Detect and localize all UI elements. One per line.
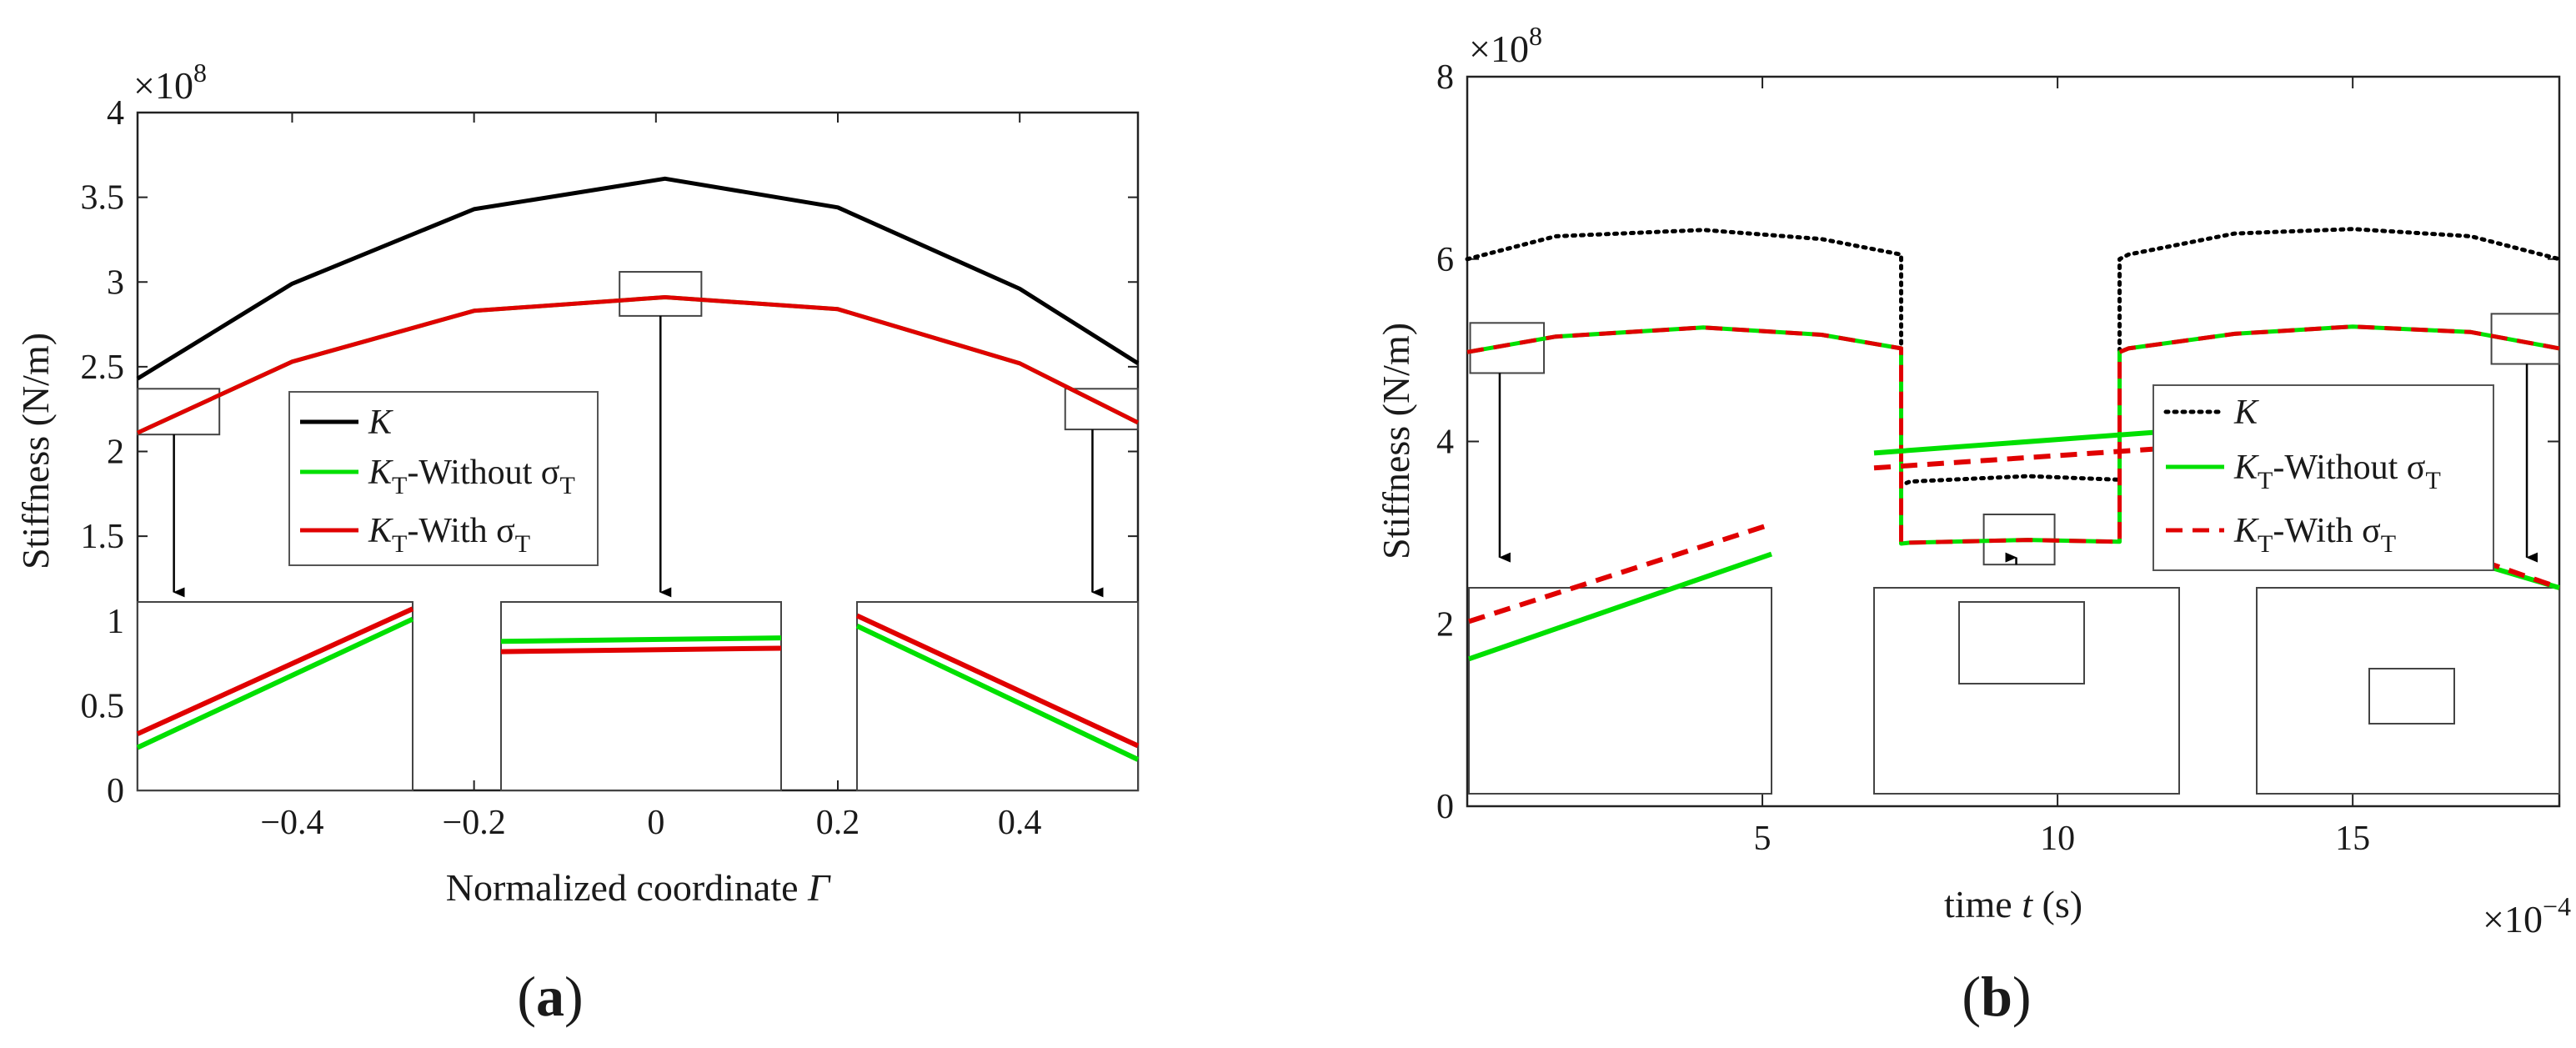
- panel-b-zoom-boxes: [1469, 313, 2561, 566]
- panel-a-x-ticks: −0.4 −0.2 0 0.2 0.4: [260, 113, 1041, 842]
- inset-line: [1873, 444, 2180, 471]
- panel-b-legend-kt-with: KT-With σT: [2233, 512, 2396, 558]
- panel-a-series: [136, 176, 1140, 435]
- inset-line: [500, 645, 782, 654]
- series-line: [136, 176, 1140, 381]
- zoom-box: [1064, 388, 1140, 431]
- panel-a-y-exponent: ×108: [133, 58, 207, 107]
- panel-a-legend: K KT-Without σT KT-With σT: [288, 391, 599, 566]
- panel-b: 0 2 4 6 8 5 10 15 ×108 ×10−4 Stiffness (N/m) t…: [1375, 21, 2571, 1028]
- inset-line: [1468, 551, 1772, 662]
- x-tick-label: 0: [647, 804, 664, 842]
- x-tick-label: 0.2: [816, 804, 860, 842]
- panel-a: 0 0.5 1 1.5 2 2.5 3 3.5 4 −0.4 −0.2 0 0.2 0.4 ×108 S…: [14, 58, 1140, 1028]
- x-tick-label: 15: [2335, 820, 2370, 858]
- panel-a-caption: (a): [517, 965, 583, 1028]
- panel-b-y-axis-label: Stiffness (N/m): [1375, 323, 1417, 559]
- inset-line: [855, 613, 1140, 749]
- inset-frame: [1873, 587, 2180, 795]
- y-tick-label: 2: [1436, 605, 1454, 644]
- y-tick-label: 3.5: [81, 179, 125, 218]
- zoom-box: [2490, 313, 2561, 365]
- series-line: [136, 295, 1140, 435]
- x-tick-label: 5: [1754, 820, 1772, 858]
- series-line: [1465, 227, 2562, 488]
- inset-frame: [856, 601, 1139, 791]
- y-tick-label: 1: [107, 603, 124, 641]
- inset-line: [136, 606, 414, 736]
- panel-a-zoom-boxes: [137, 271, 1140, 598]
- y-tick-label: 3: [107, 263, 124, 302]
- series-line: [1466, 324, 2560, 546]
- inset-line: [136, 616, 414, 750]
- panel-b-x-axis-label: time t (s): [1944, 883, 2082, 925]
- panel-b-caption: (b): [1962, 965, 2031, 1028]
- panel-a-legend-kt-without: KT-Without σT: [368, 454, 575, 499]
- inset-frame: [500, 601, 782, 791]
- x-tick-label: 0.4: [998, 804, 1042, 842]
- panel-a-x-axis-label: Normalized coordinate Γ: [446, 866, 831, 909]
- panel-b-legend-box: [2153, 384, 2494, 571]
- y-tick-label: 2: [107, 434, 124, 472]
- x-tick-label: 10: [2040, 820, 2075, 858]
- panel-b-insets: [1468, 428, 2560, 795]
- panel-b-y-exponent: ×108: [1469, 21, 1542, 70]
- y-tick-label: 8: [1436, 58, 1454, 97]
- inset-zoom-box: [1958, 601, 2085, 684]
- x-tick-label: −0.2: [443, 804, 506, 842]
- y-tick-label: 4: [107, 94, 124, 133]
- inset-line: [1873, 428, 2180, 456]
- panel-b-x-exponent: ×10−4: [2483, 891, 2571, 940]
- panel-b-x-ticks: 5 10 15: [1754, 77, 2370, 858]
- y-tick-label: 0: [107, 772, 124, 810]
- inset-line: [500, 635, 782, 644]
- x-tick-label: −0.4: [260, 804, 323, 842]
- panel-a-y-ticks: 0 0.5 1 1.5 2 2.5 3 3.5 4: [81, 94, 1138, 810]
- y-tick-label: 0.5: [81, 687, 125, 725]
- zoom-box: [137, 388, 221, 436]
- inset-frame: [137, 601, 413, 791]
- panel-b-legend-k: K: [2233, 394, 2259, 432]
- inset-frame: [2256, 587, 2560, 795]
- panel-b-series: [1465, 227, 2562, 546]
- panel-b-legend: K KT-Without σT KT-With σT: [2153, 384, 2494, 571]
- y-tick-label: 4: [1436, 424, 1454, 462]
- panel-a-insets: [136, 601, 1140, 791]
- panel-b-legend-kt-without: KT-Without σT: [2233, 449, 2441, 494]
- panel-a-legend-k: K: [368, 404, 393, 442]
- y-tick-label: 6: [1436, 241, 1454, 279]
- inset-zoom-box: [2368, 668, 2455, 725]
- inset-line: [855, 624, 1140, 762]
- panel-a-legend-kt-with: KT-With σT: [368, 512, 530, 558]
- y-tick-label: 0: [1436, 788, 1454, 826]
- inset-frame: [1468, 587, 1772, 795]
- zoom-box: [1469, 322, 1546, 374]
- panel-a-y-axis-label: Stiffness (N/m): [14, 333, 57, 569]
- y-tick-label: 1.5: [81, 518, 125, 556]
- y-tick-label: 2.5: [81, 348, 125, 387]
